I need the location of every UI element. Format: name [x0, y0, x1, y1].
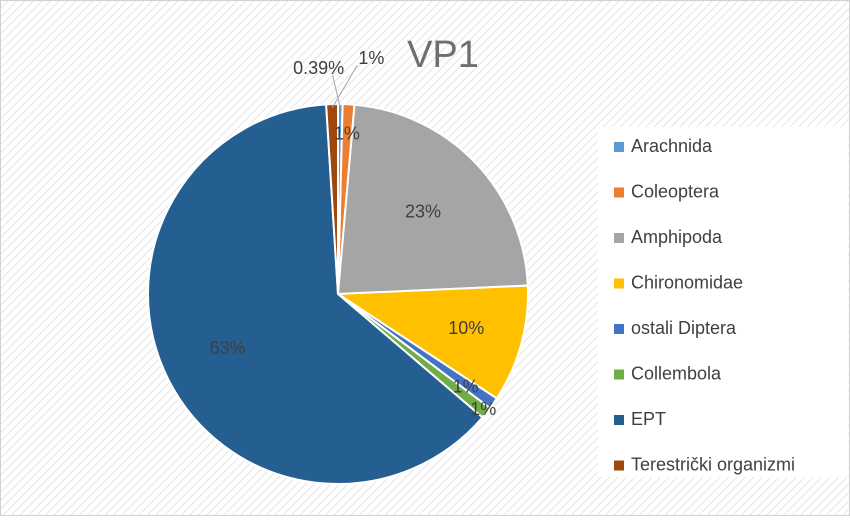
data-label: 0.39%	[293, 58, 344, 78]
legend-box	[598, 127, 848, 477]
legend-swatch	[614, 460, 624, 471]
legend-label: Terestrički organizmi	[631, 454, 795, 474]
chart-title: VP1	[407, 34, 479, 76]
data-label: 1%	[453, 377, 479, 397]
data-label: 1%	[358, 48, 384, 68]
pie	[147, 102, 529, 485]
legend-label: EPT	[631, 409, 666, 429]
pie-slice	[334, 284, 529, 400]
legend-swatch	[614, 142, 624, 152]
legend: Arachnida Coleoptera Amphipoda Chironomidae…	[614, 136, 795, 474]
leader-line	[331, 65, 358, 109]
data-label: 1%	[334, 123, 360, 143]
data-label: 10%	[448, 318, 484, 338]
legend-label: Arachnida	[631, 136, 713, 156]
legend-swatch	[614, 233, 624, 243]
data-label: 63%	[210, 338, 246, 358]
leader-line	[332, 75, 341, 108]
legend-label: Amphipoda	[631, 227, 723, 247]
data-label: 23%	[405, 201, 441, 221]
pie-slice	[336, 103, 529, 296]
pie-slice	[147, 103, 484, 485]
legend-swatch	[614, 278, 624, 289]
legend-label: Collembola	[631, 363, 722, 383]
legend-label: Chironomidae	[631, 272, 743, 292]
legend-swatch	[614, 187, 624, 198]
pie-slice	[325, 102, 339, 295]
legend-label: Coleoptera	[631, 181, 720, 201]
data-labels: 0.39%1%23%10%1%1%63%1%	[210, 48, 497, 419]
data-label: 1%	[470, 399, 496, 419]
legend-swatch	[614, 324, 624, 334]
legend-swatch	[614, 369, 624, 380]
legend-swatch	[614, 415, 624, 425]
legend-label: ostali Diptera	[631, 318, 737, 338]
